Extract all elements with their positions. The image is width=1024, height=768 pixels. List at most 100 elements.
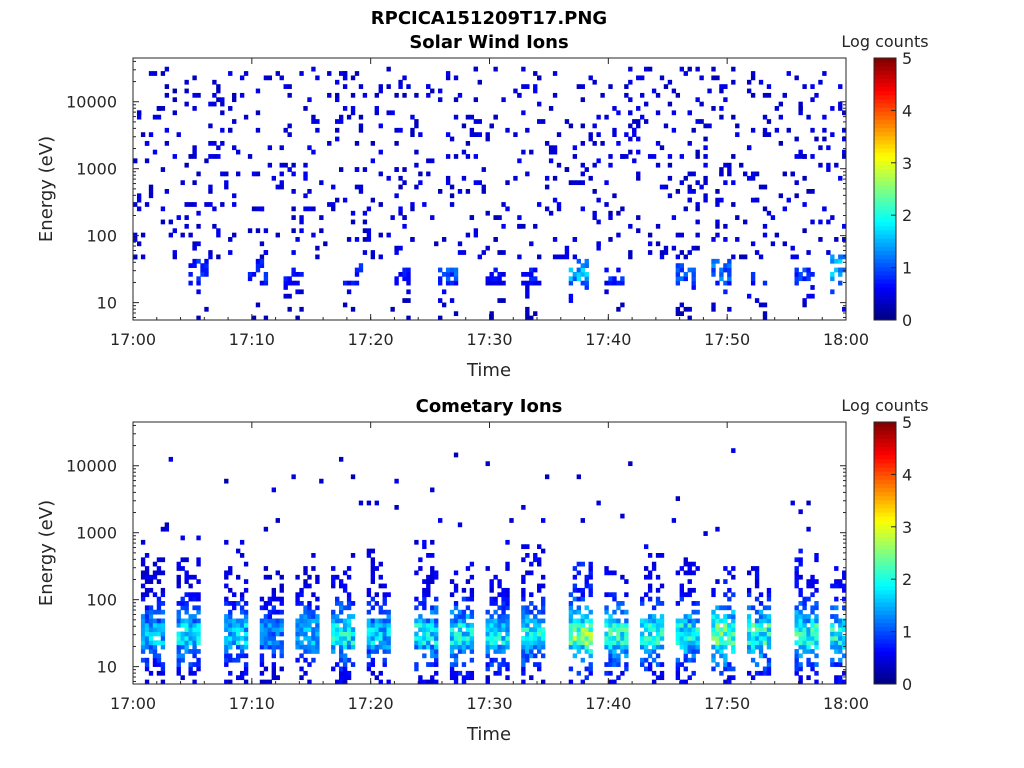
heatmap-cell — [540, 119, 546, 124]
heatmap-cell — [430, 605, 435, 611]
heatmap-cell — [180, 535, 185, 541]
heatmap-cell — [259, 627, 265, 632]
colorbar-segment — [874, 520, 896, 525]
heatmap-cell — [521, 618, 526, 624]
heatmap-cell — [810, 84, 815, 89]
heatmap-cell — [136, 197, 142, 203]
heatmap-cell — [271, 649, 276, 654]
heatmap-cell — [620, 206, 625, 212]
heatmap-cell — [762, 127, 768, 133]
heatmap-cell — [711, 267, 716, 273]
heatmap-cell — [663, 184, 669, 190]
heatmap-cell — [303, 622, 308, 628]
heatmap-cell — [196, 579, 201, 584]
heatmap-cell — [299, 289, 304, 295]
heatmap-cell — [449, 202, 455, 207]
heatmap-cell — [461, 618, 467, 624]
heatmap-cell — [711, 657, 716, 663]
heatmap-cell — [727, 280, 732, 286]
heatmap-cell — [140, 631, 146, 637]
heatmap-cell — [540, 644, 546, 650]
heatmap-cell — [489, 271, 494, 277]
heatmap-cell — [370, 140, 376, 146]
heatmap-cell — [176, 635, 181, 641]
heatmap-cell — [335, 92, 340, 98]
heatmap-cell — [366, 548, 372, 554]
heatmap-cell — [422, 640, 427, 646]
heatmap-cell — [267, 574, 273, 580]
heatmap-cell — [461, 622, 467, 628]
heatmap-cell — [461, 587, 467, 593]
heatmap-cell — [200, 271, 205, 277]
heatmap-cell — [263, 644, 269, 650]
heatmap-cell — [798, 627, 803, 632]
heatmap-cell — [350, 601, 356, 606]
heatmap-cell — [243, 71, 249, 76]
heatmap-cell — [715, 526, 720, 532]
heatmap-cell — [228, 679, 233, 685]
heatmap-cell — [315, 127, 320, 133]
heatmap-cell — [160, 644, 166, 650]
heatmap-cell — [275, 675, 280, 681]
heatmap-cell — [426, 592, 431, 598]
heatmap-cell — [449, 579, 455, 584]
heatmap-cell — [331, 574, 336, 580]
heatmap-cell — [814, 622, 819, 628]
heatmap-cell — [449, 184, 455, 190]
heatmap-cell — [576, 618, 581, 624]
heatmap-cell — [279, 583, 284, 589]
heatmap-cell — [834, 258, 839, 264]
heatmap-cell — [810, 640, 815, 646]
heatmap-cell — [525, 631, 530, 637]
heatmap-cell — [580, 84, 585, 89]
heatmap-cell — [659, 184, 665, 190]
heatmap-cell — [350, 662, 356, 667]
heatmap-cell — [251, 171, 257, 177]
heatmap-cell — [239, 635, 245, 641]
colorbar-segment — [874, 221, 896, 227]
heatmap-cell — [152, 561, 158, 567]
heatmap-cell — [612, 627, 617, 632]
heatmap-cell — [834, 614, 839, 619]
heatmap-cell — [838, 662, 843, 667]
heatmap-cell — [834, 267, 839, 273]
heatmap-cell — [465, 140, 471, 146]
heatmap-cell — [315, 596, 320, 602]
heatmap-cell — [263, 315, 269, 321]
heatmap-cell — [703, 162, 708, 168]
heatmap-cell — [180, 557, 185, 563]
heatmap-cell — [651, 154, 657, 159]
heatmap-cell — [398, 206, 403, 212]
heatmap-cell — [798, 149, 803, 155]
heatmap-cell — [311, 609, 316, 615]
heatmap-cell — [414, 640, 419, 646]
colorbar-tick-label: 5 — [902, 413, 912, 432]
heatmap-cell — [754, 631, 760, 637]
heatmap-cell — [267, 145, 273, 151]
heatmap-cell — [640, 644, 645, 650]
heatmap-cell — [746, 570, 752, 576]
heatmap-cell — [386, 679, 391, 685]
heatmap-cell — [628, 461, 633, 467]
heatmap-cell — [303, 193, 308, 199]
heatmap-cell — [794, 136, 799, 142]
heatmap-cell — [802, 622, 807, 628]
heatmap-cell — [727, 679, 732, 685]
heatmap-cell — [580, 97, 585, 103]
heatmap-cell — [287, 306, 292, 312]
heatmap-cell — [675, 662, 681, 667]
heatmap-cell — [287, 276, 292, 282]
colorbar-segment — [874, 74, 896, 79]
heatmap-cell — [418, 627, 423, 632]
heatmap-cell — [521, 596, 526, 602]
heatmap-cell — [196, 666, 201, 672]
heatmap-cell — [640, 75, 645, 81]
heatmap-cell — [568, 614, 574, 619]
heatmap-cell — [568, 123, 574, 129]
heatmap-cell — [243, 618, 249, 624]
heatmap-cell — [778, 101, 784, 107]
heatmap-cell — [247, 276, 253, 282]
heatmap-cell — [426, 618, 431, 624]
heatmap-cell — [263, 276, 269, 282]
heatmap-cell — [279, 653, 284, 659]
